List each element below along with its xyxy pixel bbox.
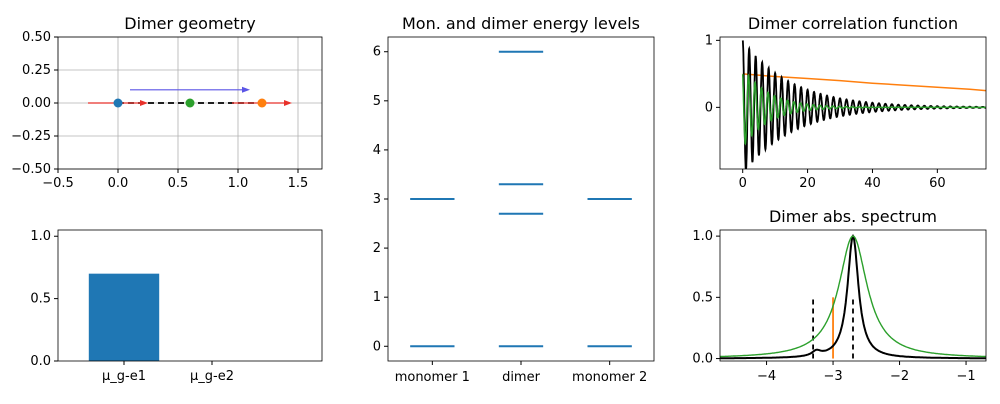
spectrum-green-curve bbox=[720, 235, 986, 358]
monomer-point-2 bbox=[257, 98, 267, 108]
geometry-title: Dimer geometry bbox=[124, 14, 255, 33]
correlation-panel: Dimer correlation function 0 20 40 60 0 1 bbox=[705, 14, 987, 191]
geometry-xtick-label: 0.0 bbox=[108, 176, 129, 191]
spectrum-ytick-label: 0.5 bbox=[692, 290, 713, 305]
spectrum-ytick-label: 0.0 bbox=[692, 352, 713, 367]
levels-xtick-label: monomer 2 bbox=[572, 370, 647, 385]
spectrum-panel: Dimer abs. spectrum −4 −3 −2 −1 0.0 0.5 1.0 bbox=[692, 207, 987, 384]
dipole-bars bbox=[88, 273, 160, 361]
dipole-arrowhead-1 bbox=[284, 100, 292, 106]
correlation-xtick-label: 20 bbox=[799, 176, 816, 191]
geometry-ytick-label: −0.25 bbox=[11, 129, 51, 144]
levels-ytick-label: 5 bbox=[373, 94, 381, 109]
dipole-arrowhead-2 bbox=[242, 86, 250, 93]
levels-panel: Mon. and dimer energy levels 0 1 2 3 4 5 6 mono… bbox=[373, 14, 655, 385]
dipole-ytick-label: 1.0 bbox=[30, 229, 51, 244]
levels-xtick-label: monomer 1 bbox=[395, 370, 470, 385]
correlation-series-orange bbox=[742, 73, 986, 92]
geometry-ytick-label: 0.00 bbox=[22, 96, 51, 111]
spectrum-title: Dimer abs. spectrum bbox=[769, 207, 937, 226]
spectrum-xtick-label: −2 bbox=[890, 369, 909, 384]
correlation-frame bbox=[719, 36, 987, 170]
correlation-xtick-label: 0 bbox=[739, 176, 747, 191]
correlation-ticks: 0 20 40 60 0 1 bbox=[705, 33, 946, 191]
geometry-xtick-label: 0.5 bbox=[168, 176, 189, 191]
geometry-xtick-label: −0.5 bbox=[42, 176, 74, 191]
geometry-xtick-label: 1.5 bbox=[288, 176, 309, 191]
correlation-series-green_osc bbox=[741, 73, 986, 146]
geometry-ticks: −0.5 0.0 0.5 1.0 1.5 −0.50 −0.25 0.00 0.25 0.50 bbox=[11, 30, 308, 191]
spectrum-xtick-label: −1 bbox=[956, 369, 975, 384]
monomer-point-0 bbox=[113, 98, 123, 108]
dipole-frame bbox=[57, 229, 323, 362]
spectrum-xtick-label: −4 bbox=[757, 369, 776, 384]
correlation-title: Dimer correlation function bbox=[748, 14, 958, 33]
dipole-arrowhead-0 bbox=[140, 100, 148, 106]
correlation-ytick-label: 0 bbox=[705, 100, 713, 115]
spectrum-xtick-label: −3 bbox=[823, 369, 842, 384]
spectrum-ytick-label: 1.0 bbox=[692, 229, 713, 244]
correlation-xtick-label: 60 bbox=[929, 176, 946, 191]
geometry-ytick-label: 0.50 bbox=[22, 30, 51, 45]
geometry-ytick-label: −0.50 bbox=[11, 162, 51, 177]
dipole-ticks: 0.0 0.5 1.0 μ_g-e1 μ_g-e2 bbox=[30, 229, 234, 384]
dipole-ytick-label: 0.5 bbox=[30, 292, 51, 307]
levels-frame bbox=[387, 36, 655, 362]
dipole-panel: 0.0 0.5 1.0 μ_g-e1 μ_g-e2 bbox=[30, 229, 323, 384]
spectrum-ticks: −4 −3 −2 −1 0.0 0.5 1.0 bbox=[692, 229, 975, 384]
dipole-xtick-label: μ_g-e1 bbox=[102, 369, 146, 384]
geometry-frame bbox=[57, 36, 323, 170]
levels-ytick-label: 2 bbox=[373, 241, 381, 256]
levels-ytick-label: 0 bbox=[373, 339, 381, 354]
levels-ytick-label: 6 bbox=[373, 45, 381, 60]
correlation-curves bbox=[741, 40, 986, 169]
levels-ticks: 0 1 2 3 4 5 6 monomer 1 dimer monomer 2 bbox=[373, 45, 648, 385]
spectrum-curves bbox=[720, 234, 986, 360]
correlation-xtick-label: 40 bbox=[864, 176, 881, 191]
levels-ytick-label: 3 bbox=[373, 192, 381, 207]
geometry-ytick-label: 0.25 bbox=[22, 63, 51, 78]
dipole-ytick-label: 0.0 bbox=[30, 354, 51, 369]
geometry-panel: Dimer geometry −0.5 0.0 0.5 1.0 1.5 −0.50 −0.2… bbox=[11, 14, 323, 191]
dipole-bar-0 bbox=[88, 273, 160, 361]
levels-marks bbox=[410, 50, 632, 348]
levels-title: Mon. and dimer energy levels bbox=[402, 14, 640, 33]
geometry-xtick-label: 1.0 bbox=[228, 176, 249, 191]
levels-xtick-label: dimer bbox=[502, 370, 541, 385]
spectrum-frame bbox=[719, 229, 987, 362]
levels-ytick-label: 4 bbox=[373, 143, 381, 158]
geometry-marks bbox=[88, 86, 292, 108]
dipole-xtick-label: μ_g-e2 bbox=[190, 369, 234, 384]
monomer-point-1 bbox=[185, 98, 195, 108]
correlation-ytick-label: 1 bbox=[705, 33, 713, 48]
levels-ytick-label: 1 bbox=[373, 290, 381, 305]
